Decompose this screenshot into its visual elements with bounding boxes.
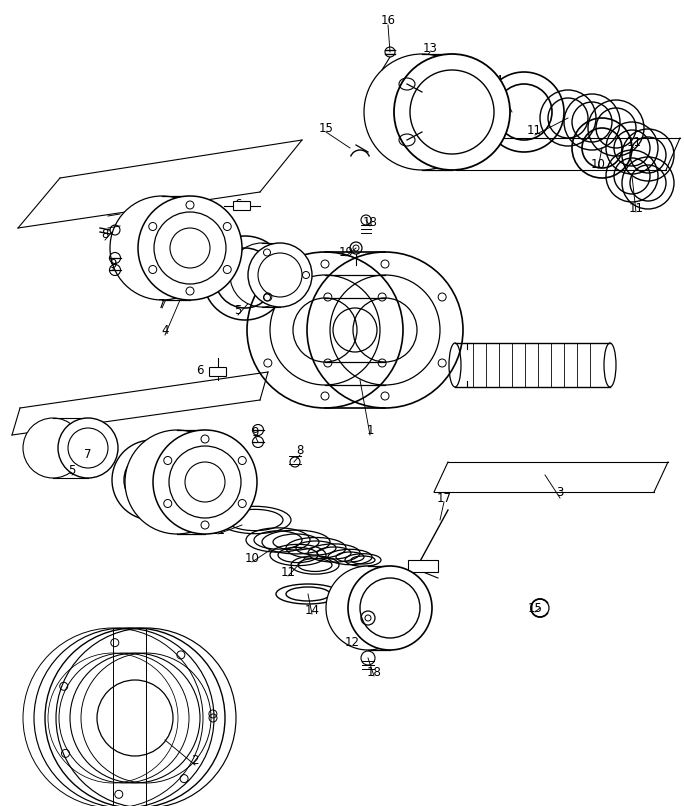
Text: 4: 4	[181, 512, 189, 525]
Ellipse shape	[364, 54, 480, 170]
Text: 9: 9	[109, 259, 117, 272]
Text: 7: 7	[158, 298, 166, 311]
Ellipse shape	[326, 566, 410, 650]
Text: 16: 16	[380, 14, 395, 27]
Text: 12: 12	[345, 635, 360, 649]
Text: 4: 4	[161, 323, 169, 336]
Text: 11: 11	[527, 123, 542, 136]
Text: 17: 17	[436, 492, 451, 505]
Text: 15: 15	[527, 601, 542, 614]
Text: 10: 10	[245, 551, 259, 564]
Ellipse shape	[110, 196, 214, 300]
Ellipse shape	[58, 418, 118, 478]
Text: 18: 18	[363, 215, 378, 228]
Text: 3: 3	[556, 485, 564, 498]
FancyBboxPatch shape	[209, 368, 226, 376]
Text: 11: 11	[280, 566, 295, 579]
Text: 7: 7	[84, 448, 92, 462]
Ellipse shape	[248, 243, 312, 307]
Text: I4: I4	[492, 73, 503, 86]
Bar	[408, 560, 438, 572]
Text: 5: 5	[68, 463, 76, 476]
Text: 14: 14	[304, 604, 319, 617]
Ellipse shape	[23, 418, 83, 478]
Ellipse shape	[125, 430, 229, 534]
Text: 18: 18	[367, 666, 382, 679]
Text: 1: 1	[366, 423, 373, 437]
Text: 19: 19	[350, 616, 365, 629]
Text: 11: 11	[627, 136, 642, 149]
Text: 6: 6	[234, 198, 241, 211]
Text: 13: 13	[423, 41, 438, 55]
Text: 8: 8	[296, 443, 304, 456]
Text: 5: 5	[235, 304, 241, 317]
Ellipse shape	[394, 54, 510, 170]
Text: 11: 11	[211, 524, 226, 537]
Text: 11: 11	[629, 202, 644, 214]
Text: 19: 19	[339, 246, 354, 259]
Ellipse shape	[153, 430, 257, 534]
Text: 15: 15	[319, 122, 333, 135]
Ellipse shape	[348, 566, 432, 650]
FancyBboxPatch shape	[233, 202, 250, 210]
Text: 2: 2	[192, 754, 199, 767]
Ellipse shape	[230, 243, 294, 307]
Text: 8: 8	[101, 228, 109, 242]
Text: 10: 10	[590, 159, 605, 172]
Text: 9: 9	[251, 426, 259, 438]
Ellipse shape	[138, 196, 242, 300]
Text: 6: 6	[196, 364, 204, 376]
